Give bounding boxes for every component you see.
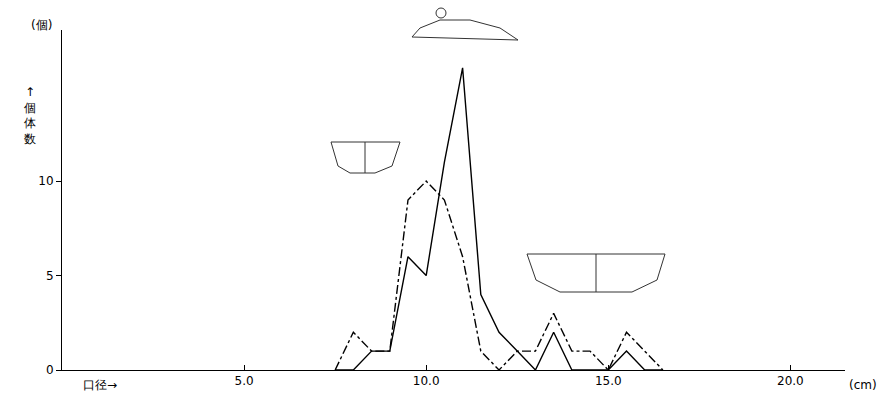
svg-text:↑個体数: ↑個体数 [24,85,36,146]
svg-text:(cm): (cm) [849,378,877,392]
svg-text:0: 0 [46,363,54,377]
svg-text:10: 10 [38,174,53,188]
svg-text:5: 5 [46,269,54,283]
svg-text:20.0: 20.0 [777,374,804,388]
svg-text:15.0: 15.0 [595,374,622,388]
svg-text:5.0: 5.0 [235,374,254,388]
svg-text:10.0: 10.0 [413,374,440,388]
svg-text:(個): (個) [31,18,52,32]
svg-text:口径→: 口径→ [83,378,117,392]
